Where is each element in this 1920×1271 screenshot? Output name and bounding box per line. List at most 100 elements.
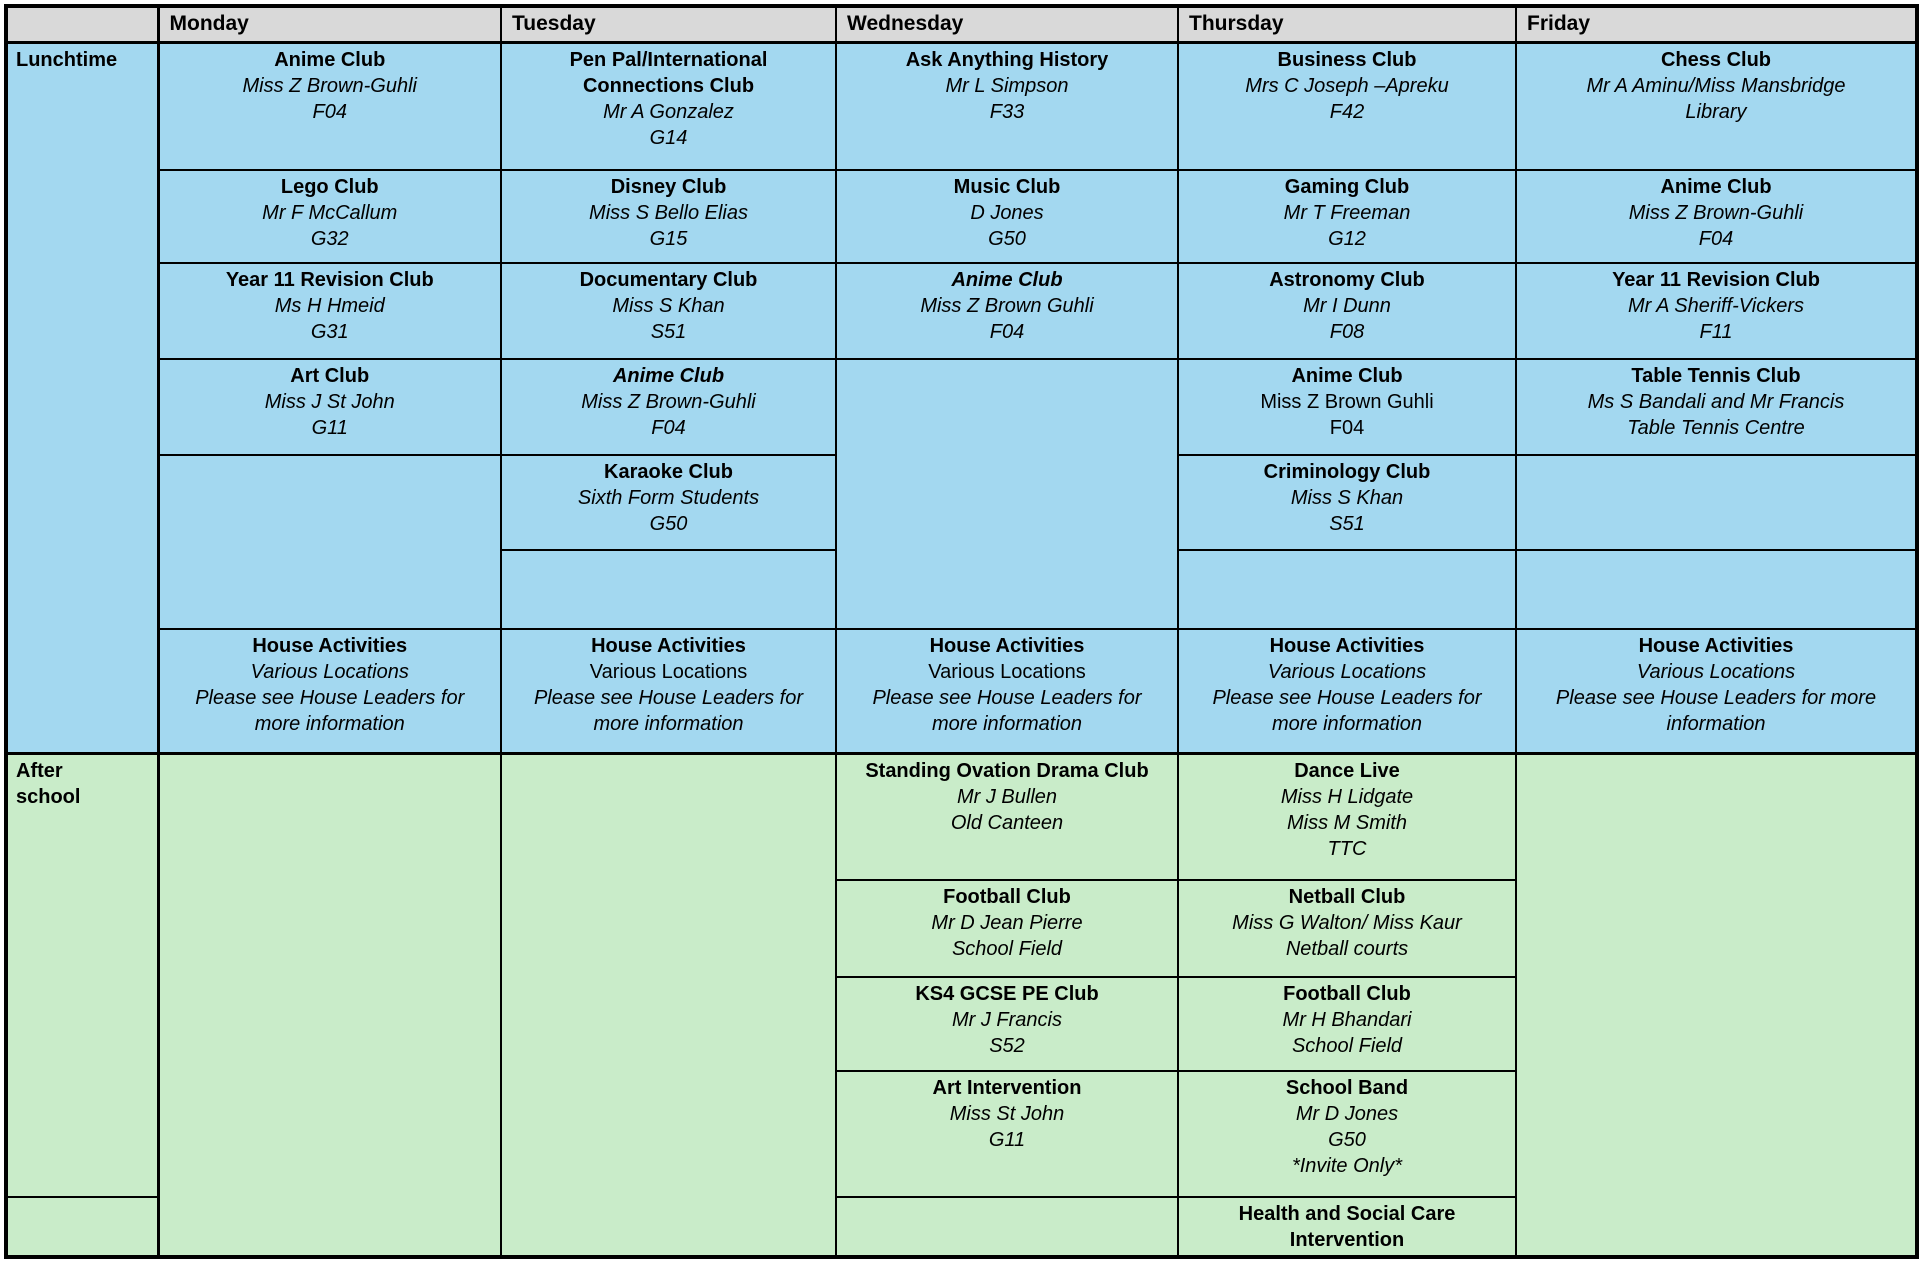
cell-friday-lunch-empty-lower [1515,548,1918,630]
house-activities-note: Please see House Leaders for more inform… [533,686,804,735]
club-name: Standing Ovation Drama Club [865,759,1149,782]
club-name: Documentary Club [579,269,758,292]
club-room: G14 [649,126,688,149]
cell-tuesday-house-activities: House Activities Various Locations Pleas… [500,627,837,755]
club-room: S51 [650,321,687,344]
cell-thursday-lunch-empty [1177,548,1517,630]
club-room: G31 [310,321,349,344]
cell-monday-lego-club: Lego Club Mr F McCallum G32 [157,169,502,265]
club-leader: Ms S Bandali and Mr Francis [1587,390,1845,413]
club-name: Pen Pal/International Connections Club [569,48,768,97]
cell-friday-chess-club: Chess Club Mr A Aminu/Miss Mansbridge Li… [1515,41,1918,172]
cell-wednesday-music-club: Music Club D Jones G50 [835,169,1179,265]
club-note: *Invite Only* [1291,1154,1403,1177]
club-name: Health and Social Care Intervention [1238,1202,1456,1251]
club-leader: Miss St John [949,1102,1065,1125]
cell-thursday-football-club: Football Club Mr H Bhandari School Field [1177,976,1517,1072]
club-name: Year 11 Revision Club [1612,269,1820,292]
club-name: Disney Club [610,176,727,199]
club-leader: Mr A Sheriff-Vickers [1628,295,1804,318]
club-leader: Miss Z Brown-Guhli [1628,202,1804,225]
club-room: G15 [649,228,688,251]
cell-wednesday-football-club: Football Club Mr D Jean Pierre School Fi… [835,879,1179,979]
club-room: F08 [1329,321,1365,344]
club-name: Art Club [290,364,370,387]
cell-tuesday-karaoke-club: Karaoke Club Sixth Form Students G50 [500,453,837,551]
cell-monday-house-activities: House Activities Various Locations Pleas… [157,627,502,755]
club-name: Chess Club [1660,48,1772,71]
club-name: Anime Club [951,269,1063,292]
cell-friday-year-11-revision-club: Year 11 Revision Club Mr A Sheriff-Vicke… [1515,262,1918,360]
club-room: G11 [311,416,348,439]
house-activities-title: House Activities [591,634,746,657]
cell-tuesday-after-school-empty [500,751,837,1258]
cell-friday-house-activities: House Activities Various Locations Pleas… [1515,627,1918,755]
cell-wednesday-drama-club: Standing Ovation Drama Club Mr J Bullen … [835,751,1179,882]
club-leader: Miss Z Brown-Guhli [581,390,756,413]
cell-friday-after-school-empty [1515,751,1918,1258]
club-name: Lego Club [280,176,379,199]
house-activities-note: Please see House Leaders for more inform… [195,686,465,735]
cell-thursday-netball-club: Netball Club Miss G Walton/ Miss Kaur Ne… [1177,879,1517,979]
house-activities-location: Various Locations [250,660,409,683]
club-room: F33 [989,100,1025,123]
cell-thursday-gaming-club: Gaming Club Mr T Freeman G12 [1177,169,1517,265]
club-leader: Mr A Gonzalez [603,100,734,123]
cell-wednesday-anime-club: Anime Club Miss Z Brown Guhli F04 [835,262,1179,360]
club-leader: Mr I Dunn [1303,295,1391,318]
club-name: Football Club [1283,983,1411,1006]
house-activities-title: House Activities [252,634,408,657]
club-room: F04 [651,416,686,439]
house-activities-note: Please see House Leaders for more inform… [872,686,1142,735]
club-name: Year 11 Revision Club [225,269,434,292]
clubs-timetable: Monday Tuesday Wednesday Thursday Friday… [4,4,1919,1259]
cell-wednesday-ks4-gcse-pe-club: KS4 GCSE PE Club Mr J Francis S52 [835,976,1179,1072]
club-leader: Mrs C Joseph –Apreku [1245,74,1449,97]
cell-friday-table-tennis-club: Table Tennis Club Ms S Bandali and Mr Fr… [1515,357,1918,456]
cell-thursday-house-activities: House Activities Various Locations Pleas… [1177,627,1517,755]
cell-friday-lunch-empty-upper [1515,453,1918,551]
club-leader: Miss Z Brown Guhli [1260,390,1434,413]
club-leader: Miss Z Brown-Guhli [242,74,417,97]
cell-thursday-business-club: Business Club Mrs C Joseph –Apreku F42 [1177,41,1517,172]
day-header-monday: Monday [157,4,502,44]
club-room: F11 [1699,321,1733,344]
club-name: Anime Club [274,48,386,71]
cell-thursday-health-social-care: Health and Social Care Intervention [1177,1195,1517,1259]
house-activities-title: House Activities [929,634,1085,657]
cell-thursday-school-band: School Band Mr D Jones G50 *Invite Only* [1177,1069,1517,1198]
cell-tuesday-pen-pal-club: Pen Pal/International Connections Club M… [500,41,837,172]
club-name: Netball Club [1288,886,1406,909]
club-room: G12 [1328,228,1366,251]
cell-tuesday-documentary-club: Documentary Club Miss S Khan S51 [500,262,837,360]
cell-wednesday-lunch-empty [835,357,1179,630]
club-room: Netball courts [1285,938,1409,961]
day-header-tuesday: Tuesday [500,4,837,44]
day-header-thursday: Thursday [1177,4,1517,44]
house-activities-title: House Activities [1638,634,1794,657]
club-name: Anime Club [612,364,725,387]
day-header-friday: Friday [1515,4,1918,44]
club-room: G11 [988,1128,1026,1151]
club-leader: Mr J Bullen [956,785,1058,808]
club-leader: Mr A Aminu/Miss Mansbridge [1586,74,1846,97]
club-name: Football Club [943,886,1071,909]
cell-wednesday-ask-anything-history: Ask Anything History Mr L Simpson F33 [835,41,1179,172]
club-leader: Miss S Khan [612,295,725,318]
club-name: Dance Live [1294,759,1400,782]
house-activities-location: Various Locations [589,660,748,683]
cell-thursday-criminology-club: Criminology Club Miss S Khan S51 [1177,453,1517,551]
cell-tuesday-disney-club: Disney Club Miss S Bello Elias G15 [500,169,837,265]
club-name: Art Intervention [932,1076,1082,1099]
club-name: Anime Club [1291,364,1403,387]
cell-monday-year-11-revision-club: Year 11 Revision Club Ms H Hmeid G31 [157,262,502,360]
club-name: Ask Anything History [905,48,1109,71]
club-leader: Mr F McCallum [262,202,398,225]
house-activities-title: House Activities [1269,634,1425,657]
header-row: Monday Tuesday Wednesday Thursday Friday [5,4,1918,44]
cell-thursday-astronomy-club: Astronomy Club Mr I Dunn F08 [1177,262,1517,360]
club-leader: Mr D Jones [1295,1102,1399,1125]
house-activities-location: Various Locations [1267,660,1427,683]
cell-tuesday-anime-club: Anime Club Miss Z Brown-Guhli F04 [500,357,837,456]
row-label-empty [5,1195,160,1259]
